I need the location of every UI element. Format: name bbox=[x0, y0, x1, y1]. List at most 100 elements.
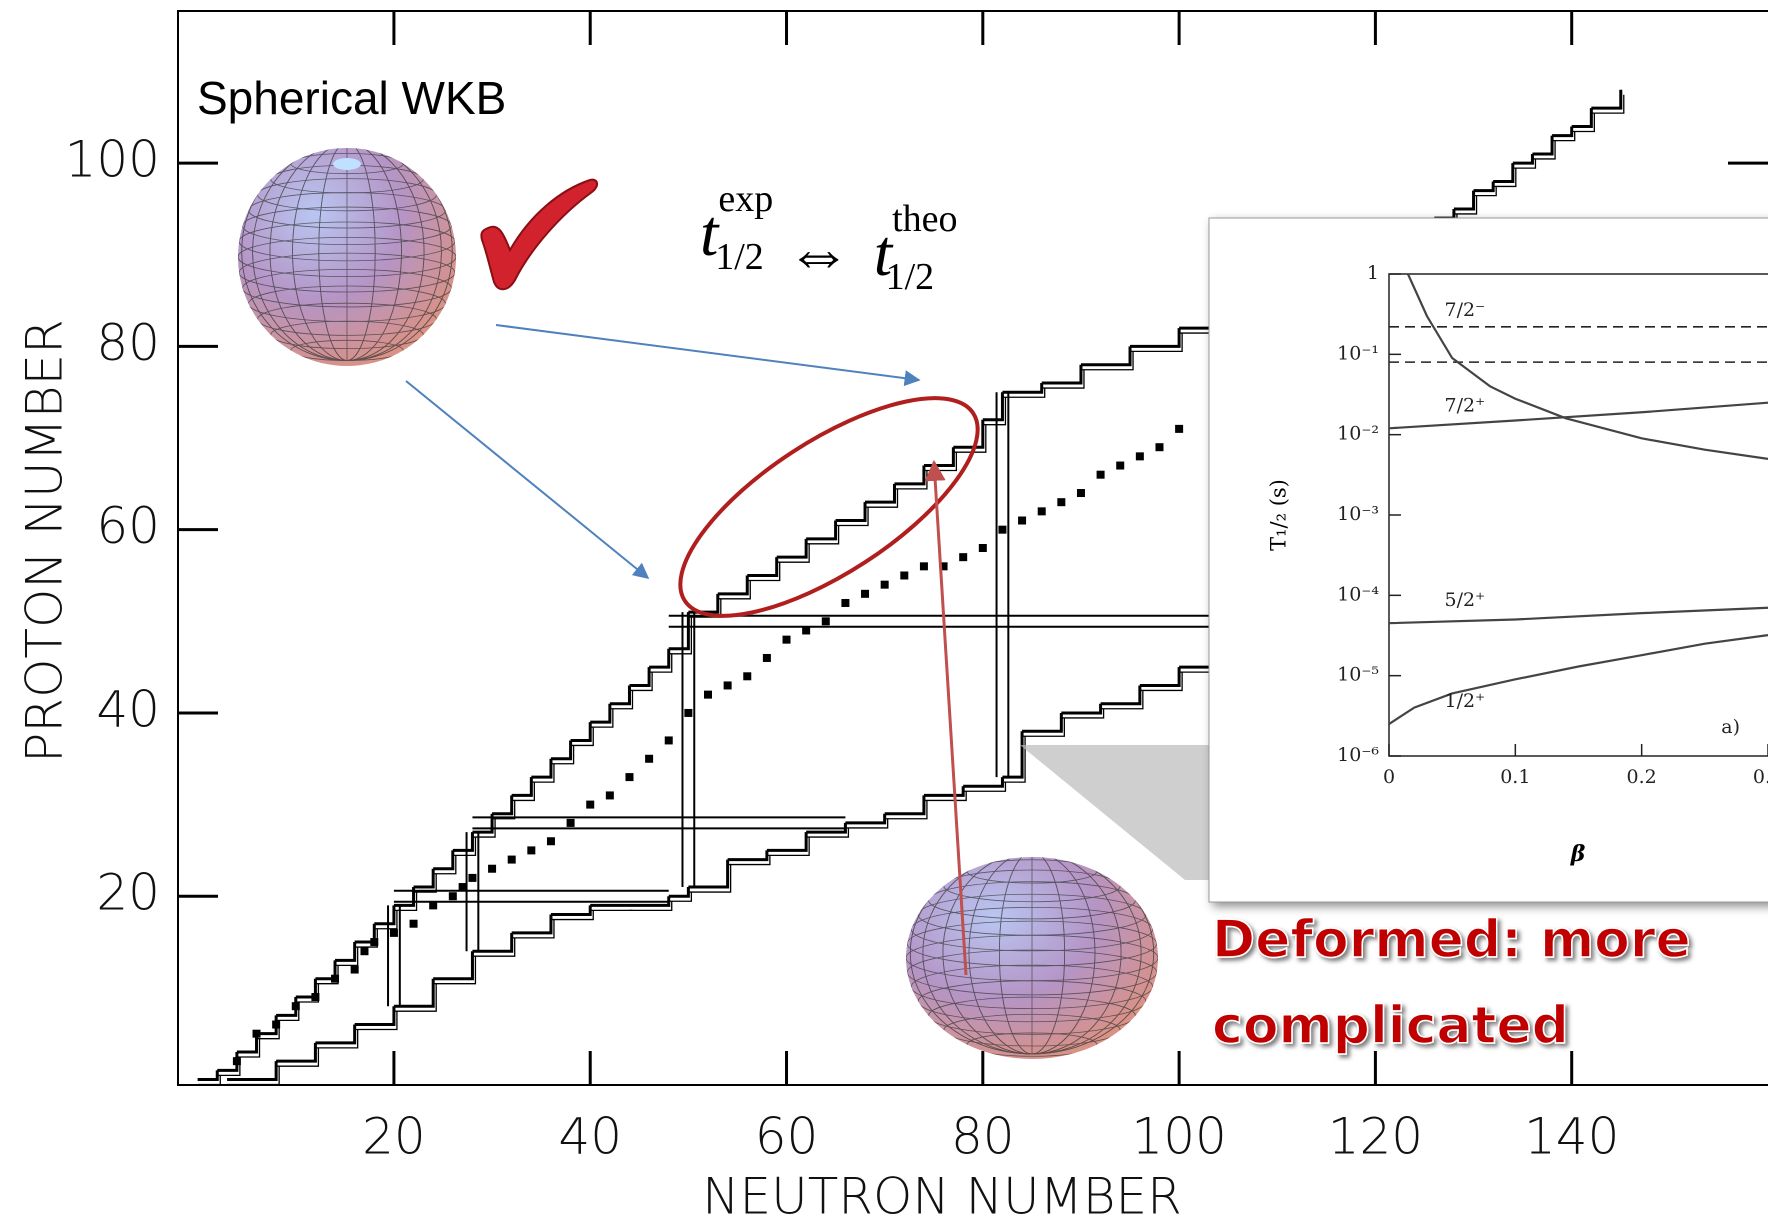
drip-line-step bbox=[747, 557, 779, 577]
drip-line-step bbox=[629, 896, 671, 907]
inset-curve bbox=[1388, 633, 1768, 725]
drip-line-step bbox=[865, 488, 899, 508]
arrow bbox=[405, 380, 650, 580]
nucleus-point bbox=[370, 938, 379, 947]
inset-x-tick-label: 0.3 bbox=[1753, 766, 1768, 788]
drip-line-step bbox=[982, 397, 1007, 426]
drip-line-step bbox=[1139, 672, 1183, 692]
drip-line-step bbox=[747, 562, 781, 582]
drip-line-step bbox=[1041, 364, 1083, 385]
drip-line-step bbox=[354, 928, 378, 948]
drip-line-step bbox=[1453, 190, 1476, 211]
inset-y-label: T₁/₂ (s) bbox=[1267, 479, 1291, 551]
drip-line-step bbox=[197, 1075, 221, 1086]
nucleus-shape bbox=[906, 857, 1158, 1059]
drip-line-step bbox=[1512, 158, 1537, 169]
y-tick-label: 100 bbox=[65, 131, 160, 189]
curve-label: 5/2⁺ bbox=[1444, 589, 1485, 611]
nucleus-point bbox=[291, 1002, 300, 1011]
drip-line-step bbox=[1532, 140, 1556, 160]
inset-y-tick-label: 1 bbox=[1367, 262, 1379, 284]
drip-line-step bbox=[472, 813, 494, 834]
x-tick-label: 120 bbox=[1328, 1108, 1423, 1166]
y-tick-label: 80 bbox=[96, 314, 160, 372]
drip-line-step bbox=[374, 905, 396, 926]
arrow bbox=[924, 459, 968, 976]
drip-line-step bbox=[629, 667, 651, 687]
drip-line-step bbox=[717, 575, 749, 596]
drip-line-step bbox=[276, 1042, 317, 1063]
parallel bbox=[238, 252, 456, 293]
nucleus-point bbox=[350, 965, 359, 974]
nucleus-point bbox=[782, 635, 791, 644]
drip-line-step bbox=[1552, 131, 1576, 142]
shape-body bbox=[906, 857, 1158, 1059]
drip-line-step bbox=[1100, 690, 1144, 710]
inset-x-tick-label: 0 bbox=[1383, 766, 1395, 788]
nucleus-point bbox=[1018, 516, 1027, 525]
plot-frame bbox=[177, 10, 1768, 1086]
y-axis-label: PROTON NUMBER bbox=[16, 319, 74, 763]
drip-line-step bbox=[806, 520, 838, 541]
nucleus-point bbox=[998, 525, 1007, 534]
nucleus-point bbox=[939, 562, 948, 571]
drip-line-step bbox=[953, 419, 985, 449]
nucleus-point bbox=[802, 626, 811, 635]
drip-line-step bbox=[570, 727, 594, 747]
drip-line-step bbox=[668, 617, 693, 655]
inset-y-tick-label: 10⁻⁵ bbox=[1337, 664, 1379, 686]
nucleus-point bbox=[1057, 498, 1066, 507]
label-spherical: Spherical WKB bbox=[197, 72, 506, 124]
nucleus-point bbox=[566, 818, 575, 827]
drip-line-step bbox=[550, 745, 575, 765]
drip-line-step bbox=[1591, 89, 1623, 110]
inset-y-tick-label: 10⁻¹ bbox=[1337, 342, 1379, 364]
drip-line-step bbox=[511, 777, 533, 797]
drip-line-step bbox=[433, 855, 457, 875]
curve-label: 7/2⁺ bbox=[1444, 394, 1485, 416]
drip-line-step bbox=[1434, 208, 1456, 220]
drip-line-step bbox=[472, 932, 514, 953]
drip-line-step bbox=[276, 1047, 320, 1067]
label-deformed: complicated bbox=[1212, 996, 1569, 1056]
drip-line-step bbox=[923, 791, 967, 802]
drip-line-step bbox=[766, 837, 810, 857]
shape-body bbox=[238, 148, 456, 366]
nucleus-point bbox=[1135, 452, 1144, 461]
meridian bbox=[909, 857, 1155, 1055]
parallel bbox=[906, 920, 1158, 967]
drip-line-step bbox=[923, 447, 955, 468]
drip-line-step bbox=[433, 951, 474, 981]
nucleus-point bbox=[1076, 489, 1085, 498]
nucleus-shape bbox=[238, 148, 456, 366]
drip-line-step bbox=[227, 1061, 278, 1081]
drip-line-step bbox=[668, 887, 690, 898]
nucleus-point bbox=[821, 617, 830, 626]
inset-x-tick-label: 0.1 bbox=[1500, 766, 1530, 788]
parallel bbox=[257, 178, 437, 212]
drip-line-step bbox=[354, 1011, 398, 1031]
drip-line-step bbox=[1100, 685, 1142, 706]
drip-line-step bbox=[413, 873, 437, 893]
inset-y-tick-label: 10⁻⁴ bbox=[1337, 583, 1379, 605]
shape-grid bbox=[238, 148, 456, 361]
drip-line-step bbox=[354, 1006, 396, 1027]
nucleus-point bbox=[723, 681, 732, 690]
parallel bbox=[290, 153, 404, 175]
drip-line-step bbox=[1571, 108, 1593, 128]
nucleus-point bbox=[252, 1029, 261, 1038]
y-tick-label: 60 bbox=[96, 497, 160, 555]
pole bbox=[333, 158, 361, 170]
nucleus-point bbox=[625, 773, 634, 782]
nucleus-point bbox=[389, 928, 398, 937]
drip-line-step bbox=[835, 507, 869, 527]
formula-sup: theo bbox=[892, 198, 957, 240]
drip-line-step bbox=[413, 868, 435, 889]
y-tick-label: 20 bbox=[96, 864, 160, 922]
drip-line-step bbox=[1493, 163, 1515, 183]
drip-line-step bbox=[531, 758, 553, 779]
nucleus-point bbox=[546, 837, 555, 846]
drip-line-step bbox=[1571, 113, 1595, 133]
drip-line-step bbox=[315, 1024, 357, 1045]
